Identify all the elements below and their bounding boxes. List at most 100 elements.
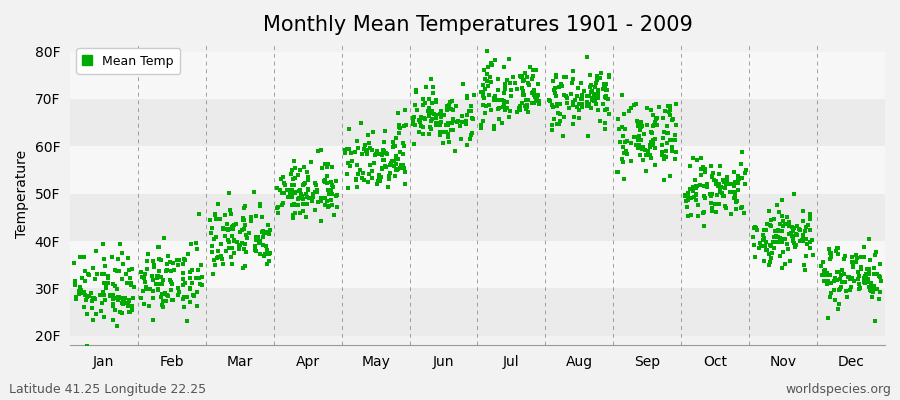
Point xyxy=(99,285,113,291)
Point xyxy=(629,134,643,140)
Point xyxy=(165,279,179,285)
Point xyxy=(356,176,371,183)
Point xyxy=(238,222,252,228)
Point xyxy=(160,293,175,300)
Point xyxy=(418,100,432,106)
Point xyxy=(96,314,111,321)
Point xyxy=(306,190,320,197)
Point xyxy=(297,180,311,187)
Point xyxy=(350,162,365,169)
Point xyxy=(373,178,387,185)
Point xyxy=(257,252,272,259)
Point xyxy=(159,267,174,274)
Point xyxy=(341,146,356,152)
Point xyxy=(392,125,407,131)
Point xyxy=(763,242,778,248)
Point xyxy=(342,162,356,169)
Point xyxy=(424,118,438,124)
Point xyxy=(308,180,322,186)
Point xyxy=(464,136,478,142)
Point xyxy=(662,109,676,116)
Point xyxy=(85,298,99,304)
Point xyxy=(691,202,706,208)
Point xyxy=(869,248,884,255)
Point xyxy=(872,272,886,279)
Point xyxy=(477,67,491,74)
Point xyxy=(244,218,258,224)
Point xyxy=(585,97,599,103)
Point xyxy=(670,148,684,155)
Point xyxy=(519,96,534,103)
Point xyxy=(681,213,696,219)
Point xyxy=(395,162,410,168)
Point xyxy=(426,90,440,96)
Point xyxy=(491,76,505,82)
Point xyxy=(611,169,625,175)
Point xyxy=(411,129,426,135)
Point xyxy=(689,197,704,203)
Point xyxy=(297,163,311,170)
Point xyxy=(398,169,412,175)
Point xyxy=(252,250,266,257)
Point xyxy=(355,175,369,182)
Point xyxy=(478,86,492,92)
Point xyxy=(747,225,761,231)
Point xyxy=(583,105,598,111)
Point xyxy=(318,195,332,201)
Point xyxy=(584,81,598,88)
Point xyxy=(338,150,353,156)
Point xyxy=(763,221,778,228)
Point xyxy=(365,129,380,135)
Point xyxy=(110,268,124,274)
Point xyxy=(632,141,646,148)
Point xyxy=(78,278,93,284)
Point xyxy=(817,268,832,274)
Point xyxy=(833,286,848,292)
Point xyxy=(544,102,559,108)
Point xyxy=(612,126,626,132)
Point xyxy=(101,275,115,282)
Point xyxy=(778,221,792,227)
Point xyxy=(570,104,584,111)
Point xyxy=(104,292,119,299)
Point xyxy=(69,296,84,303)
Point xyxy=(166,267,181,274)
Point xyxy=(572,115,586,121)
Point xyxy=(377,138,392,145)
Point xyxy=(140,258,154,264)
Point xyxy=(114,295,129,302)
Point xyxy=(529,94,544,101)
Point xyxy=(97,296,112,303)
Point xyxy=(189,275,203,282)
Point xyxy=(82,272,96,278)
Point xyxy=(820,269,834,276)
Point xyxy=(439,128,454,135)
Point xyxy=(481,64,495,70)
Point xyxy=(382,161,397,168)
Point xyxy=(300,201,314,207)
Point xyxy=(396,151,410,157)
Point xyxy=(112,268,126,274)
Point xyxy=(222,226,237,233)
Point xyxy=(416,123,430,130)
Point xyxy=(582,84,597,90)
Point xyxy=(824,280,839,286)
Point xyxy=(292,172,306,178)
Point xyxy=(497,98,511,104)
Point xyxy=(159,268,174,274)
Point xyxy=(659,148,673,154)
Point xyxy=(746,234,760,241)
Point xyxy=(408,122,422,128)
Point xyxy=(317,178,331,184)
Point xyxy=(284,182,299,188)
Point xyxy=(193,280,207,287)
Point xyxy=(176,304,191,310)
Point xyxy=(418,116,432,122)
Point xyxy=(548,93,562,100)
Point xyxy=(227,250,241,257)
Point xyxy=(519,104,534,110)
Point xyxy=(81,271,95,278)
Point xyxy=(857,274,871,281)
Point xyxy=(421,130,436,137)
Point xyxy=(527,90,542,96)
